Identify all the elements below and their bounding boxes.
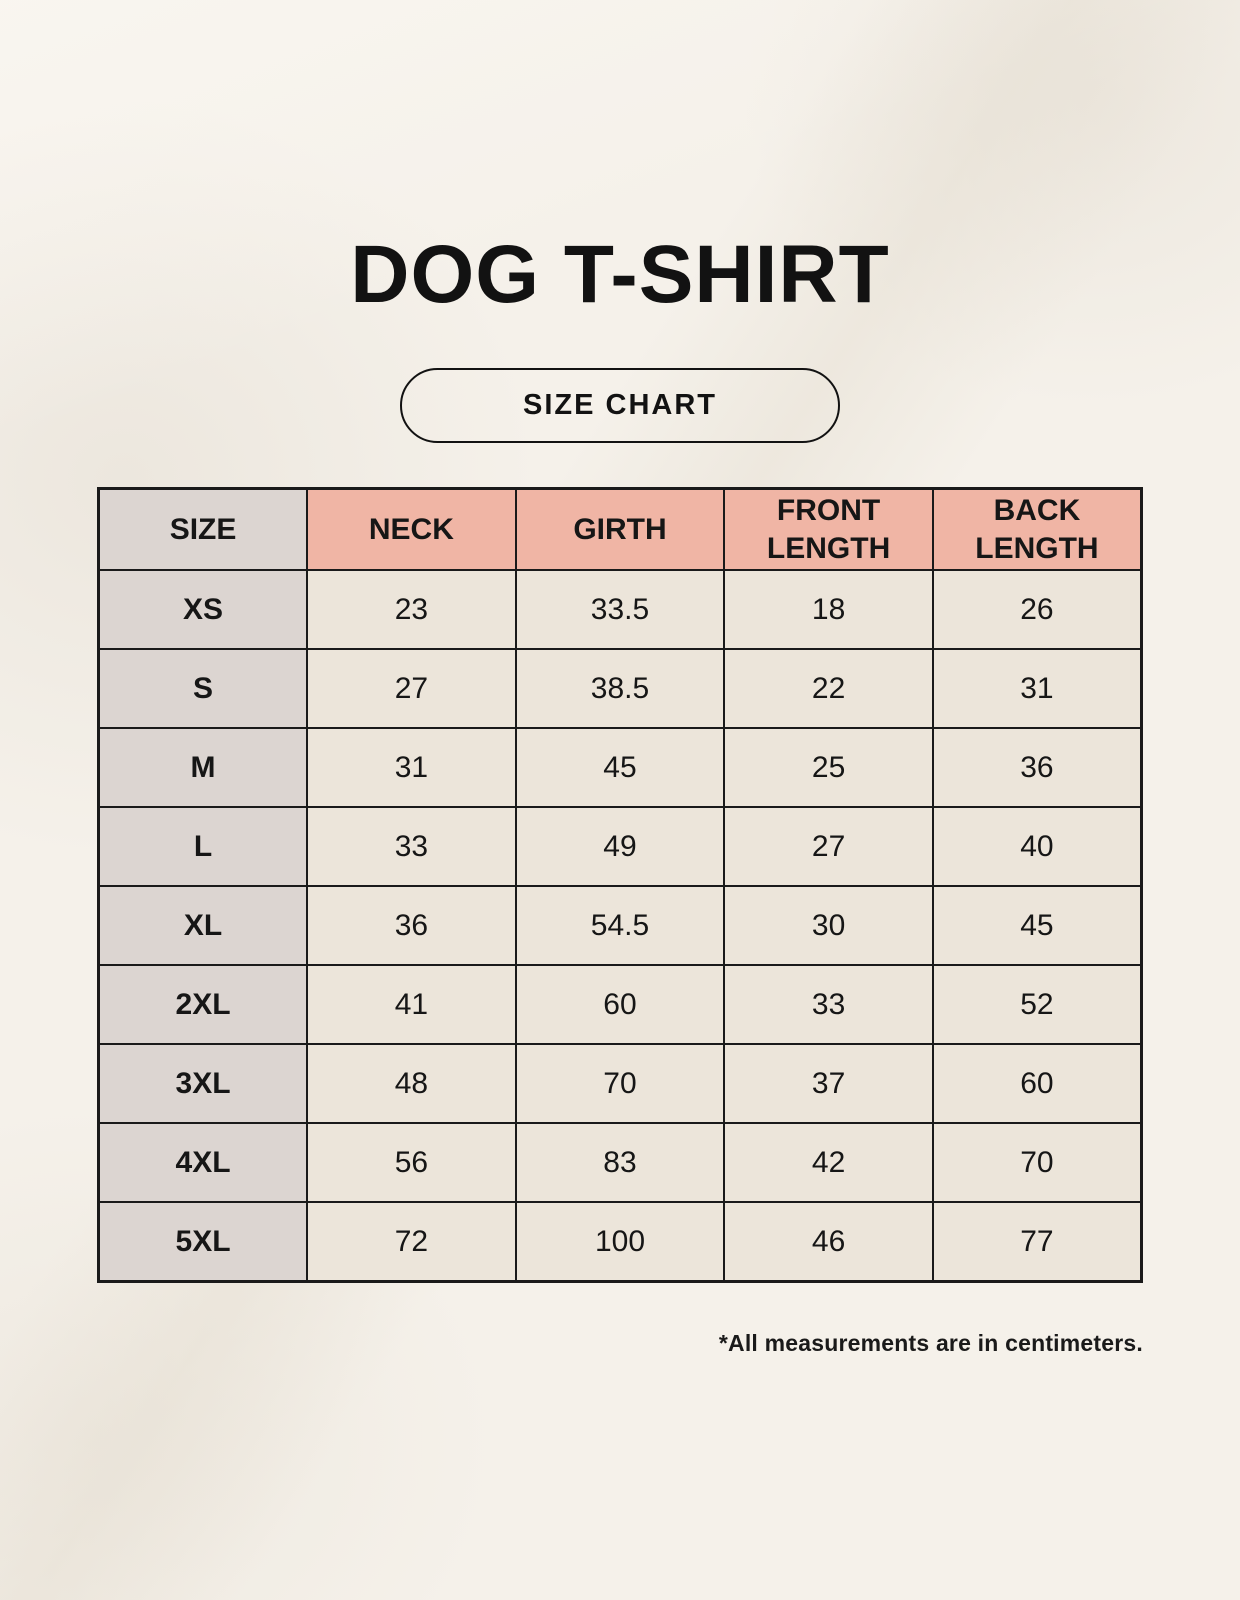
table-row: 5XL 72 100 46 77 [97,1201,1143,1282]
measurement-cell: 41 [306,964,517,1045]
table-row: 4XL 56 83 42 70 [97,1122,1143,1203]
measurement-cell: 60 [514,964,726,1045]
measurement-cell: 48 [306,1043,517,1124]
column-header-size: SIZE [97,487,309,571]
measurement-cell: 30 [723,885,934,966]
page-title: DOG T-SHIRT [350,229,890,320]
measurement-cell: 42 [723,1122,934,1203]
size-label-cell: 3XL [97,1043,309,1124]
measurement-cell: 38.5 [514,648,726,729]
measurement-cell: 83 [514,1122,726,1203]
measurement-cell: 60 [931,1043,1143,1124]
measurement-cell: 100 [514,1201,726,1282]
table-row: M 31 45 25 36 [97,727,1143,808]
measurement-cell: 77 [931,1201,1143,1282]
measurement-cell: 37 [723,1043,934,1124]
measurements-footnote: *All measurements are in centimeters. [718,1330,1143,1356]
size-label-cell: 4XL [97,1122,309,1203]
measurement-cell: 72 [306,1201,517,1282]
measurement-cell: 52 [931,964,1143,1045]
size-chart-badge[interactable]: SIZE CHART [400,368,840,443]
column-header: BACK LENGTH [931,487,1143,571]
measurement-cell: 70 [931,1122,1143,1203]
measurement-cell: 31 [931,648,1143,729]
measurement-cell: 70 [514,1043,726,1124]
measurement-cell: 18 [723,569,934,650]
table-row: L 33 49 27 40 [97,806,1143,887]
measurement-cell: 27 [306,648,517,729]
measurement-cell: 36 [931,727,1143,808]
measurement-cell: 36 [306,885,517,966]
measurement-cell: 45 [931,885,1143,966]
measurement-cell: 33.5 [514,569,726,650]
table-row: S 27 38.5 22 31 [97,648,1143,729]
measurement-cell: 23 [306,569,517,650]
measurement-cell: 54.5 [514,885,726,966]
column-header: FRONT LENGTH [723,487,934,571]
size-label-cell: 2XL [97,964,309,1045]
measurement-cell: 49 [514,806,726,887]
size-table-body: XS 23 33.5 18 26 S 27 38.5 22 31 M 31 45 25 36 L 33 49 27 4… [97,569,1143,1282]
measurement-cell: 27 [723,806,934,887]
size-label-cell: S [97,648,309,729]
header-row: SIZE NECK GIRTH FRONT LENGTH BACK LENGTH [97,487,1143,571]
table-row: XL 36 54.5 30 45 [97,885,1143,966]
measurement-cell: 33 [723,964,934,1045]
measurement-cell: 33 [306,806,517,887]
size-chart-table: SIZE NECK GIRTH FRONT LENGTH BACK LENGTH XS 2… [97,487,1143,1283]
size-label-cell: L [97,806,309,887]
size-label-cell: M [97,727,309,808]
size-label-cell: XL [97,885,309,966]
size-label-cell: 5XL [97,1201,309,1282]
column-header: NECK [306,487,517,571]
size-table-header: SIZE NECK GIRTH FRONT LENGTH BACK LENGTH [97,487,1143,571]
measurement-cell: 56 [306,1122,517,1203]
table-row: XS 23 33.5 18 26 [97,569,1143,650]
measurement-cell: 26 [931,569,1143,650]
measurement-cell: 25 [723,727,934,808]
table-row: 2XL 41 60 33 52 [97,964,1143,1045]
measurement-cell: 46 [723,1201,934,1282]
table-row: 3XL 48 70 37 60 [97,1043,1143,1124]
measurement-cell: 31 [306,727,517,808]
measurement-cell: 22 [723,648,934,729]
measurement-cell: 45 [514,727,726,808]
size-label-cell: XS [97,569,309,650]
measurement-cell: 40 [931,806,1143,887]
column-header: GIRTH [514,487,726,571]
